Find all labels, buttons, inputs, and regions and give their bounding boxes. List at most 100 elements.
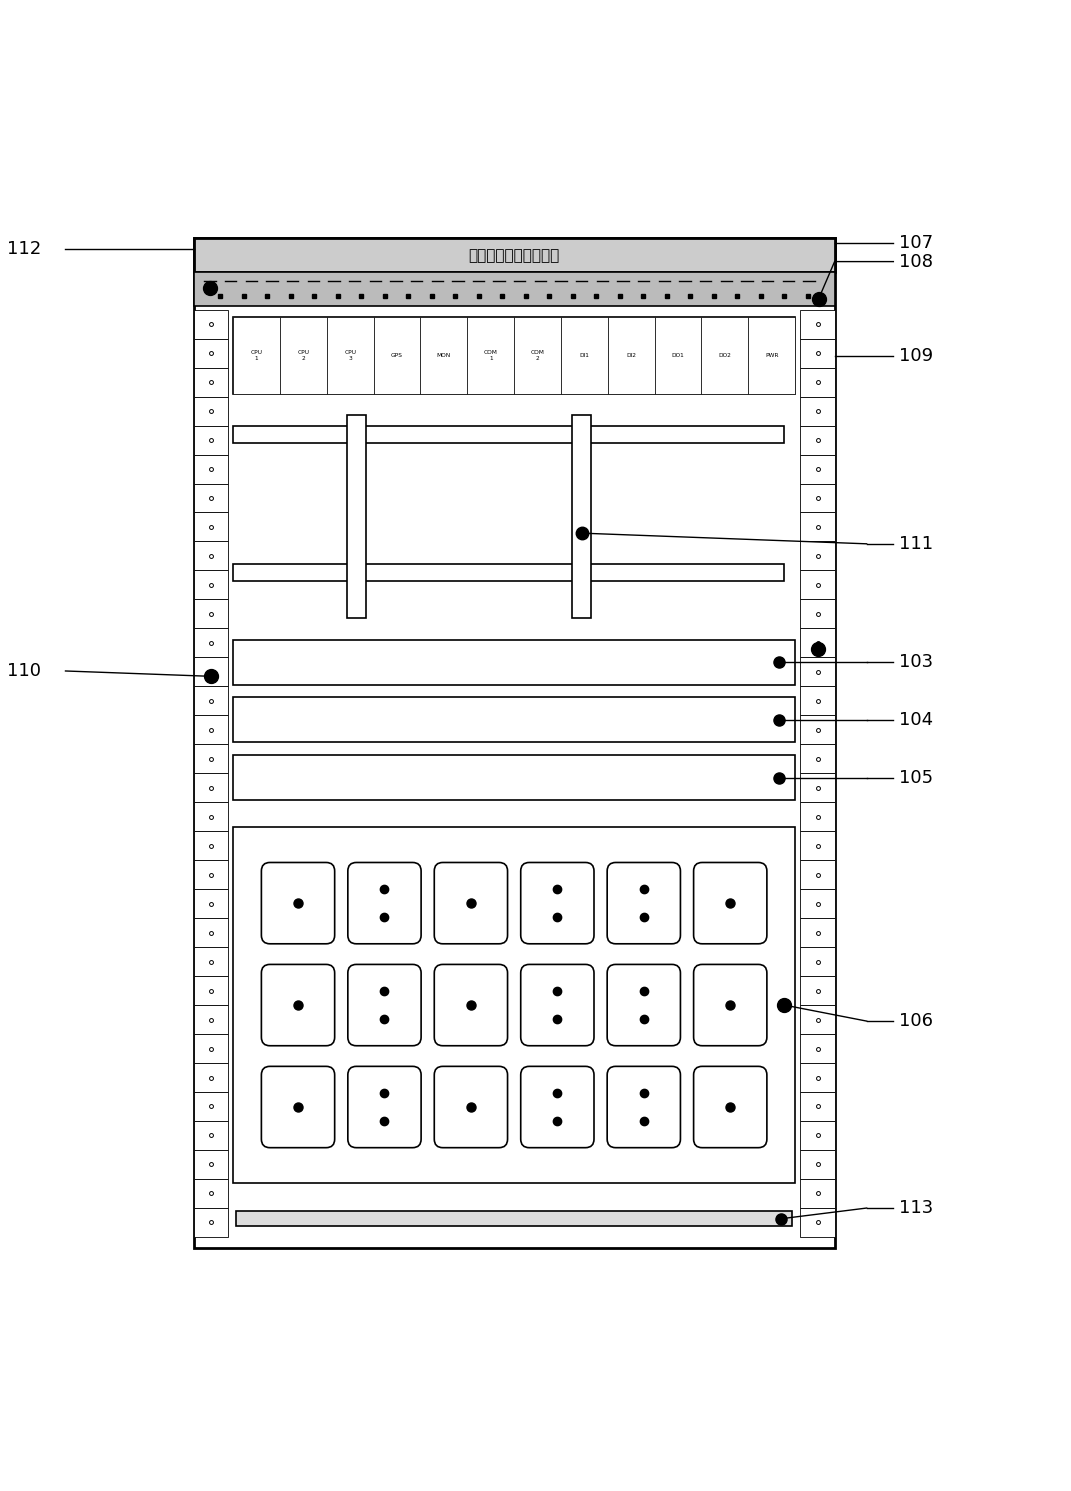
Text: DO1: DO1 [672, 353, 684, 358]
FancyBboxPatch shape [694, 1066, 767, 1148]
Bar [800, 310, 834, 338]
Bar [800, 338, 834, 368]
FancyBboxPatch shape [434, 965, 508, 1045]
Bar [194, 513, 228, 541]
Bar [347, 416, 366, 619]
FancyBboxPatch shape [348, 1066, 421, 1148]
FancyBboxPatch shape [694, 862, 767, 944]
Bar [233, 426, 784, 443]
Bar [800, 860, 834, 889]
FancyBboxPatch shape [261, 1066, 334, 1148]
Text: CPU
3: CPU 3 [344, 350, 357, 361]
Text: CPU
2: CPU 2 [298, 350, 310, 361]
Bar [800, 1063, 834, 1091]
Bar [702, 318, 749, 394]
Bar [800, 686, 834, 716]
Bar [467, 318, 514, 394]
Bar [194, 1035, 228, 1063]
Bar [800, 368, 834, 397]
Bar [800, 513, 834, 541]
Bar [233, 826, 795, 1184]
Bar [194, 658, 228, 686]
Text: 104: 104 [899, 711, 933, 729]
Bar [800, 541, 834, 571]
FancyBboxPatch shape [521, 1066, 594, 1148]
Bar [800, 571, 834, 599]
Text: MON: MON [437, 353, 451, 358]
Bar [194, 425, 228, 455]
Bar [194, 571, 228, 599]
Bar [654, 318, 702, 394]
Bar [233, 754, 795, 801]
Bar [800, 744, 834, 774]
Text: 113: 113 [899, 1199, 933, 1217]
Bar [749, 318, 795, 394]
FancyBboxPatch shape [434, 862, 508, 944]
Text: 105: 105 [899, 768, 933, 787]
Text: 108: 108 [899, 252, 933, 270]
Bar [194, 1208, 228, 1238]
Bar [194, 338, 228, 368]
Bar [194, 483, 228, 513]
FancyBboxPatch shape [521, 965, 594, 1045]
Text: 106: 106 [899, 1012, 933, 1030]
Bar [800, 599, 834, 628]
Bar [194, 802, 228, 830]
Bar [800, 455, 834, 483]
Bar [194, 273, 834, 307]
Text: COM
1: COM 1 [484, 350, 498, 361]
Bar [194, 1121, 228, 1150]
FancyBboxPatch shape [348, 862, 421, 944]
Bar [800, 1150, 834, 1179]
Bar [800, 830, 834, 860]
Bar [194, 774, 228, 802]
Bar [194, 239, 834, 273]
Text: 103: 103 [899, 653, 933, 671]
FancyBboxPatch shape [434, 1066, 508, 1148]
Bar [800, 658, 834, 686]
Bar [374, 318, 421, 394]
Bar [194, 1150, 228, 1179]
Bar [514, 318, 561, 394]
Bar [194, 744, 228, 774]
Bar [194, 1091, 228, 1121]
Bar [800, 1005, 834, 1035]
Bar [194, 977, 228, 1005]
FancyBboxPatch shape [261, 965, 334, 1045]
FancyBboxPatch shape [348, 965, 421, 1045]
Bar [327, 318, 374, 394]
Bar [237, 1211, 791, 1226]
Bar [194, 368, 228, 397]
Bar [280, 318, 327, 394]
Bar [800, 1091, 834, 1121]
Bar [194, 686, 228, 716]
FancyBboxPatch shape [607, 1066, 680, 1148]
Bar [233, 318, 795, 394]
Bar [194, 860, 228, 889]
Bar [233, 640, 795, 684]
Bar [194, 310, 228, 338]
Bar [800, 1121, 834, 1150]
Bar [194, 830, 228, 860]
Text: GPS: GPS [391, 353, 403, 358]
Bar [800, 1035, 834, 1063]
Bar [800, 628, 834, 658]
FancyBboxPatch shape [607, 965, 680, 1045]
Bar [800, 977, 834, 1005]
Bar [194, 239, 834, 1248]
Bar [233, 318, 280, 394]
Text: CPU
1: CPU 1 [251, 350, 262, 361]
Bar [194, 541, 228, 571]
Bar [194, 1179, 228, 1208]
Bar [194, 889, 228, 918]
Text: 109: 109 [899, 346, 933, 365]
Bar [800, 889, 834, 918]
Bar [194, 397, 228, 425]
Bar [572, 416, 591, 619]
Bar [421, 318, 467, 394]
Text: 112: 112 [6, 240, 41, 258]
Text: 107: 107 [899, 234, 933, 252]
Text: 111: 111 [899, 535, 933, 553]
Bar [194, 628, 228, 658]
Bar [800, 483, 834, 513]
